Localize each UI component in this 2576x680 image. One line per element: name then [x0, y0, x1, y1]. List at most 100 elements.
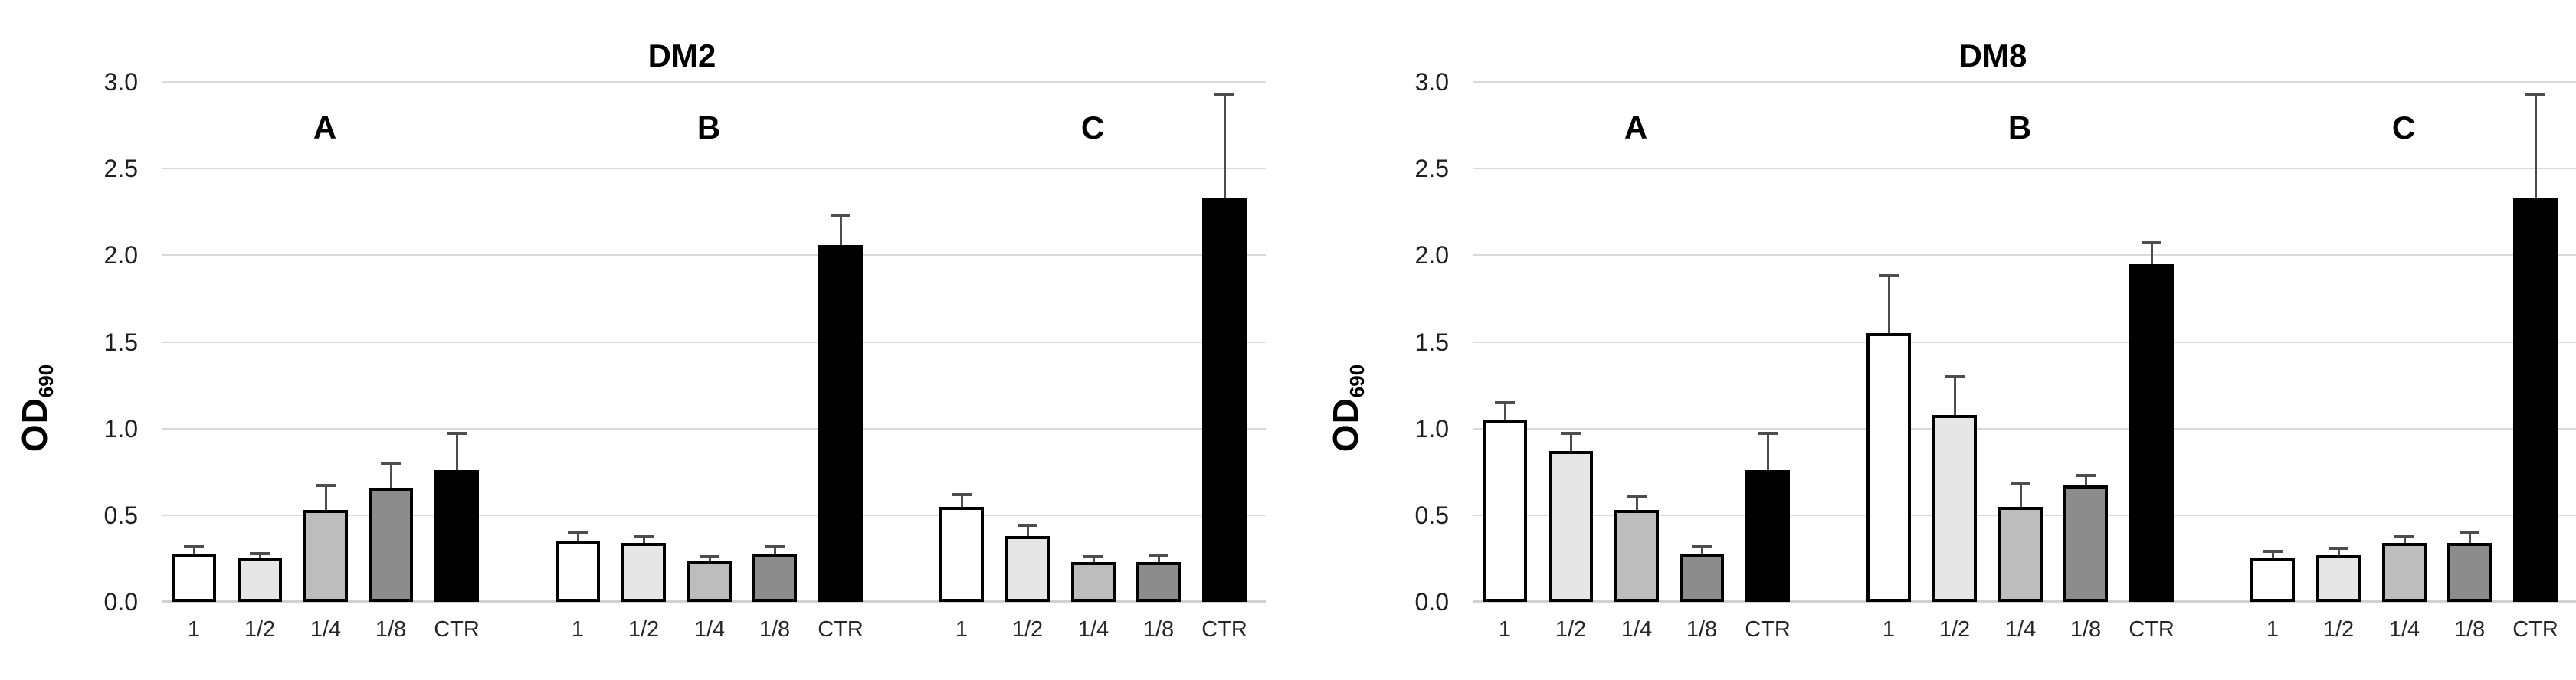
error-bar-cap — [1627, 495, 1647, 498]
y-tick-label: 2.0 — [103, 241, 138, 269]
bar — [1136, 562, 1181, 602]
error-bar-cap — [250, 552, 270, 555]
bar — [939, 507, 984, 602]
gridline — [162, 168, 1266, 169]
bar — [687, 561, 732, 602]
error-bar-cap — [700, 555, 719, 558]
x-tick-label: CTR — [434, 617, 480, 642]
error-bar-cap — [952, 493, 972, 496]
error-bar — [1953, 377, 1956, 415]
gridline — [1473, 342, 2576, 343]
x-tick-label: 1/8 — [375, 617, 407, 642]
x-tick-label: 1/8 — [1142, 617, 1175, 642]
error-bar — [2271, 551, 2274, 558]
x-tick-label: 1/2 — [628, 617, 660, 642]
bar — [752, 554, 797, 602]
error-bar — [2150, 243, 2153, 264]
x-tick-label: 1 — [1498, 617, 1512, 642]
bar — [2316, 555, 2361, 602]
error-bar — [708, 557, 711, 561]
bar — [2513, 198, 2558, 602]
error-bar-cap — [568, 531, 588, 534]
error-bar-cap — [2525, 93, 2545, 96]
error-bar-cap — [316, 484, 336, 487]
bar — [303, 510, 348, 602]
error-bar — [2019, 484, 2022, 507]
x-tick-label: 1/2 — [1939, 617, 1971, 642]
error-bar-cap — [2011, 482, 2030, 485]
x-tick-label: 1/4 — [1077, 617, 1109, 642]
group-label: C — [1080, 110, 1105, 145]
x-tick-label: CTR — [1201, 617, 1247, 642]
y-tick-label: 1.0 — [103, 415, 138, 443]
error-bar — [642, 536, 645, 543]
error-bar — [192, 547, 195, 554]
x-tick-label: 1 — [187, 617, 201, 642]
x-tick-label: 1/4 — [693, 617, 726, 642]
error-bar-cap — [765, 545, 785, 548]
error-bar — [1635, 496, 1638, 510]
error-bar-cap — [1018, 524, 1037, 527]
x-tick-label: 1/2 — [1011, 617, 1044, 642]
gridline — [1473, 81, 2576, 83]
gridline — [1473, 428, 2576, 430]
x-tick-label: 1/2 — [244, 617, 276, 642]
error-bar — [2534, 94, 2537, 198]
y-tick-label: 2.5 — [1414, 155, 1449, 182]
bar — [238, 558, 282, 602]
gridline — [162, 428, 1266, 430]
error-bar — [2468, 532, 2471, 543]
bar — [1680, 554, 1724, 602]
error-bar — [455, 433, 458, 470]
bar — [2063, 485, 2108, 602]
error-bar-cap — [2263, 550, 2283, 553]
error-bar — [960, 495, 963, 507]
gridline — [1473, 254, 2576, 256]
bar — [2129, 264, 2174, 602]
x-tick-label: 1 — [571, 617, 585, 642]
x-tick-label: 1/4 — [2004, 617, 2037, 642]
y-tick-label: 2.0 — [1414, 241, 1449, 269]
error-bar-cap — [184, 545, 204, 548]
error-bar-cap — [831, 214, 850, 217]
error-bar-cap — [1149, 554, 1168, 557]
y-tick-label: 1.5 — [1414, 329, 1449, 356]
chart-title: DM8 — [1958, 37, 2027, 74]
bar — [172, 554, 216, 602]
error-bar — [389, 463, 392, 488]
x-tick-label: 1/4 — [310, 617, 342, 642]
error-bar-cap — [2394, 535, 2414, 538]
error-bar — [1700, 547, 1703, 554]
error-bar-cap — [634, 535, 654, 538]
y-tick-label: 0.0 — [1414, 588, 1449, 616]
x-tick-label: 1/8 — [759, 617, 791, 642]
y-tick-label: 1.5 — [103, 329, 138, 356]
error-bar-cap — [1495, 401, 1515, 404]
error-bar-cap — [1561, 432, 1581, 435]
group-label: C — [2391, 110, 2416, 145]
x-tick-label: CTR — [2512, 617, 2558, 642]
bar — [556, 541, 600, 602]
bar — [1483, 420, 1527, 602]
error-bar-cap — [1214, 93, 1234, 96]
y-tick-label: 0.5 — [1414, 502, 1449, 529]
error-bar — [1503, 403, 1506, 420]
x-tick-label: 1/2 — [1555, 617, 1587, 642]
x-tick-label: 1/8 — [1686, 617, 1718, 642]
bar — [369, 488, 413, 602]
error-bar — [324, 485, 327, 510]
bar — [1998, 507, 2043, 602]
error-bar — [2403, 536, 2406, 543]
error-bar — [2337, 548, 2340, 555]
gridline — [162, 342, 1266, 343]
error-bar-cap — [2142, 241, 2161, 244]
y-tick-label: 3.0 — [1414, 68, 1449, 96]
error-bar-cap — [1945, 375, 1965, 378]
bar — [818, 245, 863, 602]
x-tick-label: 1/8 — [2453, 617, 2486, 642]
y-axis-label-subscript: 690 — [34, 364, 57, 398]
x-tick-label: 1/8 — [2070, 617, 2102, 642]
x-tick-label: 1/4 — [2388, 617, 2420, 642]
error-bar-cap — [447, 432, 467, 435]
error-bar — [576, 532, 579, 541]
